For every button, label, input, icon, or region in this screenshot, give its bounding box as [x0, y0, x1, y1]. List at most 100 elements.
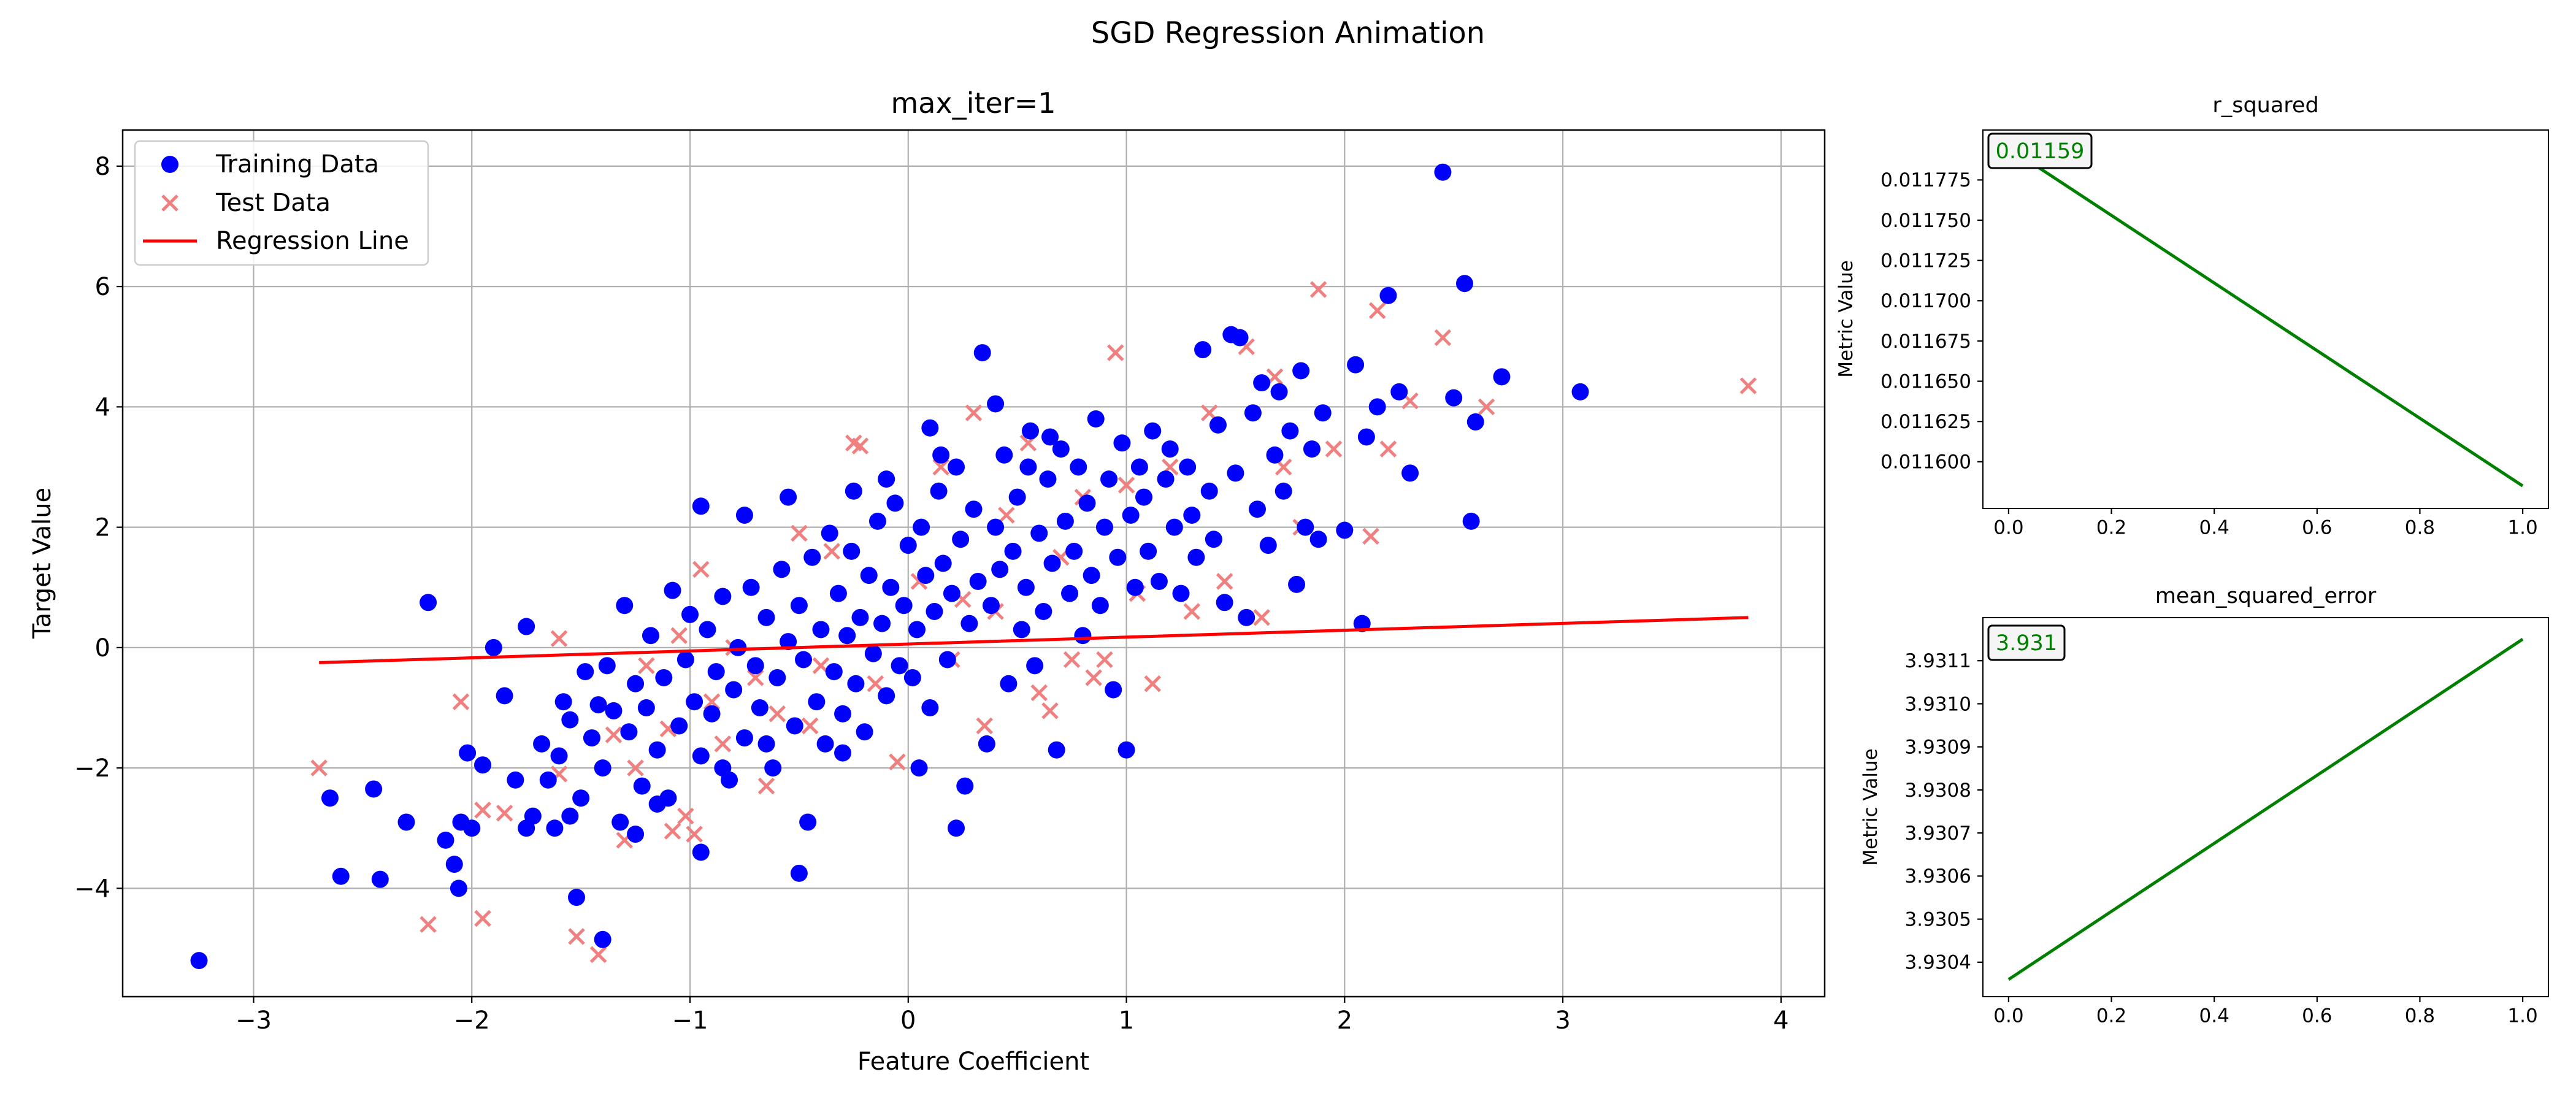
test-point — [686, 826, 703, 843]
test-point — [867, 675, 884, 692]
train-point — [1165, 518, 1183, 536]
y-tick-label: 0.011775 — [1880, 169, 1971, 191]
train-point — [1048, 741, 1065, 759]
train-point — [995, 446, 1013, 464]
train-point — [943, 585, 960, 602]
train-point — [616, 597, 634, 615]
x-tick-label: 0 — [900, 1006, 916, 1035]
train-point — [790, 864, 808, 882]
train-point — [633, 777, 651, 795]
train-point — [856, 723, 873, 741]
test-point — [1368, 302, 1386, 320]
train-point — [873, 615, 891, 632]
test-point — [1434, 329, 1452, 347]
y-tick-label: 0.011625 — [1880, 411, 1971, 433]
train-point — [1087, 410, 1105, 427]
test-point — [1085, 669, 1102, 686]
train-point — [1039, 470, 1057, 488]
y-tick-label: 8 — [95, 153, 110, 181]
train-point — [463, 819, 481, 837]
train-point — [1026, 657, 1044, 675]
test-point — [932, 458, 949, 476]
train-point — [1000, 675, 1018, 692]
test-point — [310, 759, 328, 776]
test-point — [670, 627, 688, 645]
y-tick-label: 4 — [95, 393, 110, 421]
test-point — [1063, 651, 1081, 669]
train-point — [1303, 440, 1321, 458]
train-point — [899, 537, 917, 554]
train-point — [751, 699, 769, 716]
train-point — [589, 696, 607, 714]
test-point — [1309, 281, 1327, 298]
train-point — [1249, 500, 1266, 518]
test-point — [1030, 684, 1048, 702]
figure-suptitle: SGD Regression Animation — [1091, 16, 1485, 50]
train-point — [956, 777, 974, 795]
legend-box — [134, 140, 429, 266]
train-point — [1041, 428, 1059, 446]
main-ticks: −3 −2 −1 0 1 2 3 4 −4 −2 0 2 4 6 8 — [74, 153, 1789, 1035]
train-point — [1052, 440, 1070, 458]
train-point — [757, 608, 775, 626]
train-point — [445, 856, 463, 873]
mse-ticks: 0.0 0.2 0.4 0.6 0.8 1.0 3.9304 3.9305 3.9306 3.93… — [1905, 650, 2538, 1027]
y-tick-label: 3.9311 — [1905, 650, 1971, 672]
main-grid — [123, 130, 1825, 997]
train-point — [546, 819, 564, 837]
train-point — [1183, 507, 1201, 524]
train-point — [1401, 464, 1419, 482]
train-point — [903, 669, 921, 686]
train-point — [786, 717, 803, 735]
train-point — [692, 497, 710, 515]
y-tick-label: 3.9309 — [1905, 737, 1971, 759]
train-point — [518, 819, 535, 837]
train-point — [692, 747, 710, 765]
test-point — [496, 804, 513, 822]
test-point — [1117, 477, 1135, 494]
train-point — [692, 843, 710, 861]
legend-test-label: Test Data — [215, 189, 331, 217]
test-point — [1144, 675, 1161, 692]
train-point — [627, 675, 645, 692]
train-point — [847, 675, 865, 692]
train-point — [642, 627, 659, 645]
train-point — [773, 561, 791, 578]
r-squared-line — [2007, 146, 2524, 488]
train-point — [681, 605, 699, 623]
train-point — [960, 615, 978, 632]
y-tick-label: 0.011650 — [1880, 370, 1971, 393]
train-point — [1297, 518, 1314, 536]
train-point — [1179, 458, 1197, 476]
train-point — [725, 681, 743, 699]
train-point — [1100, 470, 1118, 488]
train-point — [1126, 578, 1144, 596]
train-point — [803, 548, 821, 566]
train-point — [982, 597, 1000, 615]
test-point — [638, 657, 655, 675]
train-point — [948, 458, 965, 476]
train-point — [1030, 524, 1048, 542]
train-point — [948, 819, 965, 837]
train-point — [1288, 575, 1306, 593]
legend-training-marker — [161, 156, 178, 173]
test-point — [605, 726, 623, 743]
train-point — [1056, 512, 1074, 530]
train-point — [707, 663, 725, 681]
train-point — [321, 789, 339, 807]
train-point — [742, 578, 760, 596]
train-point — [598, 657, 616, 675]
train-point — [1244, 404, 1262, 422]
train-point — [816, 735, 834, 753]
train-point — [507, 771, 524, 789]
train-point — [670, 717, 688, 735]
train-point — [533, 735, 551, 753]
train-point — [938, 651, 956, 669]
train-point — [539, 771, 557, 789]
x-tick-label: 1.0 — [2507, 1005, 2537, 1027]
train-point — [703, 705, 721, 723]
train-point — [1140, 542, 1157, 560]
train-point — [987, 518, 1005, 536]
x-tick-label: 4 — [1773, 1006, 1788, 1035]
